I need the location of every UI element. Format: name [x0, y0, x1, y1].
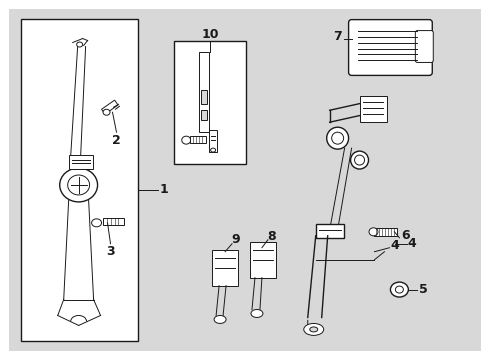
Bar: [101, 100, 118, 114]
Ellipse shape: [327, 127, 348, 149]
Bar: [174, 41, 246, 164]
Bar: [199, 53, 209, 132]
Bar: [102, 218, 124, 225]
Ellipse shape: [214, 315, 226, 323]
Bar: [209, 130, 217, 152]
Ellipse shape: [355, 155, 365, 165]
FancyBboxPatch shape: [348, 20, 432, 75]
Ellipse shape: [395, 286, 403, 293]
Ellipse shape: [60, 168, 98, 202]
Text: 3: 3: [106, 245, 115, 258]
Ellipse shape: [369, 228, 378, 236]
Bar: [190, 136, 206, 143]
Ellipse shape: [92, 219, 101, 227]
Bar: [212, 250, 238, 285]
Ellipse shape: [251, 310, 263, 318]
Bar: [21, 19, 138, 341]
Text: 4: 4: [407, 237, 416, 250]
Ellipse shape: [304, 323, 324, 336]
Bar: [69, 155, 93, 169]
Ellipse shape: [182, 136, 191, 144]
Text: 1: 1: [160, 184, 169, 197]
Ellipse shape: [310, 327, 318, 332]
Text: 4: 4: [390, 239, 399, 252]
Text: 7: 7: [333, 30, 342, 43]
Ellipse shape: [68, 175, 90, 195]
Text: 9: 9: [232, 233, 241, 246]
Bar: [201, 90, 207, 104]
Bar: [360, 96, 388, 122]
Bar: [373, 228, 397, 236]
Ellipse shape: [332, 132, 343, 144]
FancyBboxPatch shape: [416, 31, 433, 62]
Ellipse shape: [350, 151, 368, 169]
Bar: [201, 110, 207, 120]
Bar: [250, 242, 276, 278]
Ellipse shape: [211, 148, 216, 152]
Text: 2: 2: [112, 134, 121, 147]
Text: 6: 6: [401, 229, 410, 242]
Ellipse shape: [103, 109, 110, 115]
Text: 8: 8: [268, 230, 276, 243]
Text: 5: 5: [419, 283, 428, 296]
Bar: [316, 224, 343, 238]
Text: 10: 10: [201, 28, 219, 41]
Ellipse shape: [76, 42, 83, 47]
Ellipse shape: [391, 282, 408, 297]
